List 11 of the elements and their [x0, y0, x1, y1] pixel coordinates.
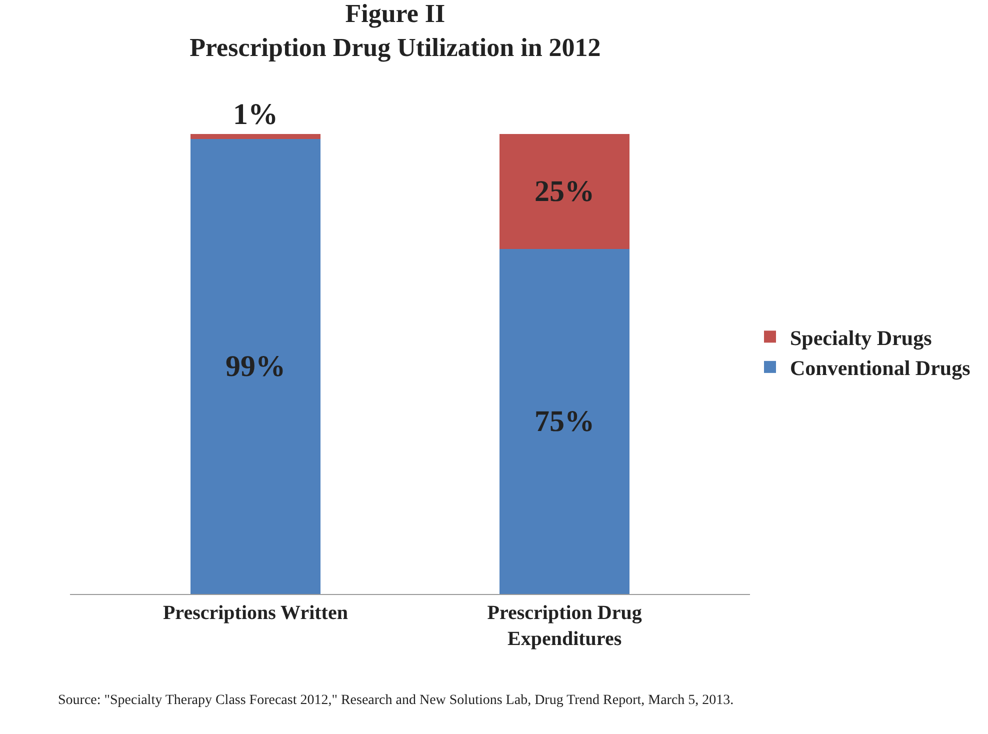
data-label: 1%	[232, 98, 278, 132]
x-tick-label: Prescription Drug Expenditures	[487, 602, 642, 650]
x-tick-label: Prescriptions Written	[162, 602, 348, 624]
chart-title: Figure II	[345, 0, 446, 28]
chart-subtitle: Prescription Drug Utilization in 2012	[190, 32, 601, 62]
legend-label: Conventional Drugs	[790, 356, 970, 380]
data-label: 99%	[225, 350, 286, 383]
source-note: Source: "Specialty Therapy Class Forecast 2012," Research and New Solutions Lab, Drug Trend Report, March 5, 2013.	[58, 693, 734, 708]
data-label: 75%	[534, 405, 595, 438]
legend-label: Specialty Drugs	[790, 326, 932, 350]
data-label: 25%	[534, 175, 595, 208]
